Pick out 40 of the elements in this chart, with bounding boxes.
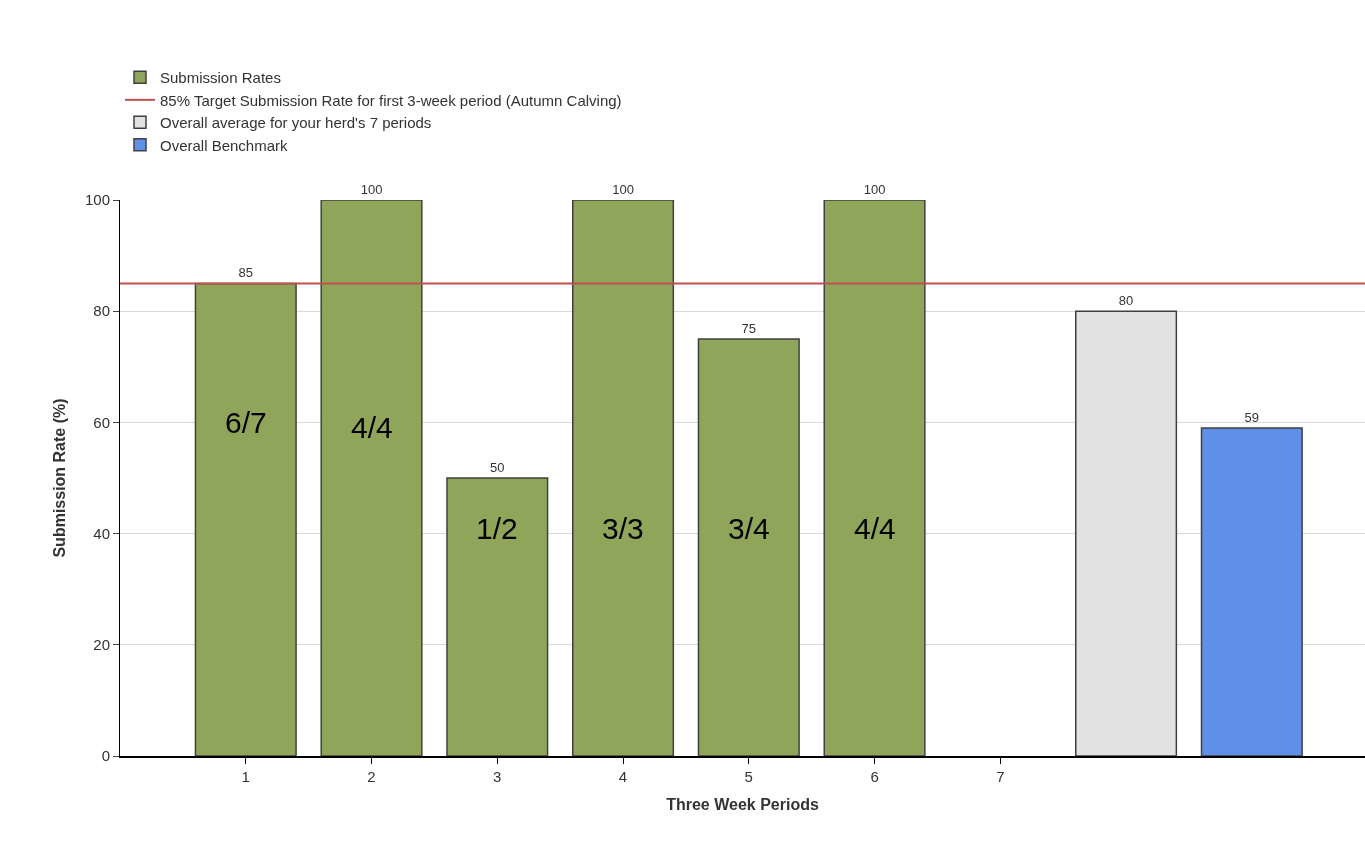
x-axis-title: Three Week Periods <box>666 796 819 814</box>
data-label: 85 <box>238 265 253 281</box>
x-tick-label: 2 <box>367 768 376 785</box>
annotation: 1/2 <box>476 512 518 545</box>
data-label: 59 <box>1244 409 1260 425</box>
annotation: 3/4 <box>728 512 770 545</box>
data-label: 75 <box>741 321 757 336</box>
legend-label: Submission Rates <box>160 69 281 87</box>
annotation: 4/4 <box>351 411 393 444</box>
x-tick-label: 5 <box>744 768 753 785</box>
legend-label: Overall Benchmark <box>160 136 289 154</box>
bar <box>1200 427 1303 756</box>
y-tick-label: 20 <box>93 636 110 654</box>
y-axis-title: Submission Rate (%) <box>50 398 68 558</box>
bar <box>571 200 675 756</box>
bar <box>446 477 549 756</box>
y-tick-label: 100 <box>84 191 110 209</box>
legend-label: 85% Target Submission Rate for first 3-week period (Autumn Calving) <box>160 91 622 109</box>
x-tick-label: 4 <box>618 768 628 785</box>
data-label: 80 <box>1118 293 1134 309</box>
bar <box>697 338 800 756</box>
bar <box>320 200 423 756</box>
y-tick-label: 60 <box>93 413 110 431</box>
bar <box>823 200 926 756</box>
data-label: 100 <box>863 182 886 197</box>
x-tick-label: 3 <box>493 768 502 785</box>
bar <box>194 282 297 756</box>
annotation: 6/7 <box>225 406 267 439</box>
annotation: 3/3 <box>602 512 644 545</box>
annotation: 4/4 <box>854 512 896 545</box>
data-label: 50 <box>490 460 505 475</box>
data-label: 100 <box>612 182 634 197</box>
x-tick-label: 1 <box>241 768 250 785</box>
data-label: 100 <box>360 182 383 197</box>
x-tick-label: 6 <box>870 768 879 785</box>
y-tick-label: 0 <box>101 747 110 765</box>
legend-label: Overall average for your herd's 7 periods <box>160 114 432 132</box>
y-tick-label: 40 <box>93 524 110 542</box>
y-tick-label: 80 <box>93 302 110 320</box>
x-tick-label: 7 <box>996 768 1005 785</box>
